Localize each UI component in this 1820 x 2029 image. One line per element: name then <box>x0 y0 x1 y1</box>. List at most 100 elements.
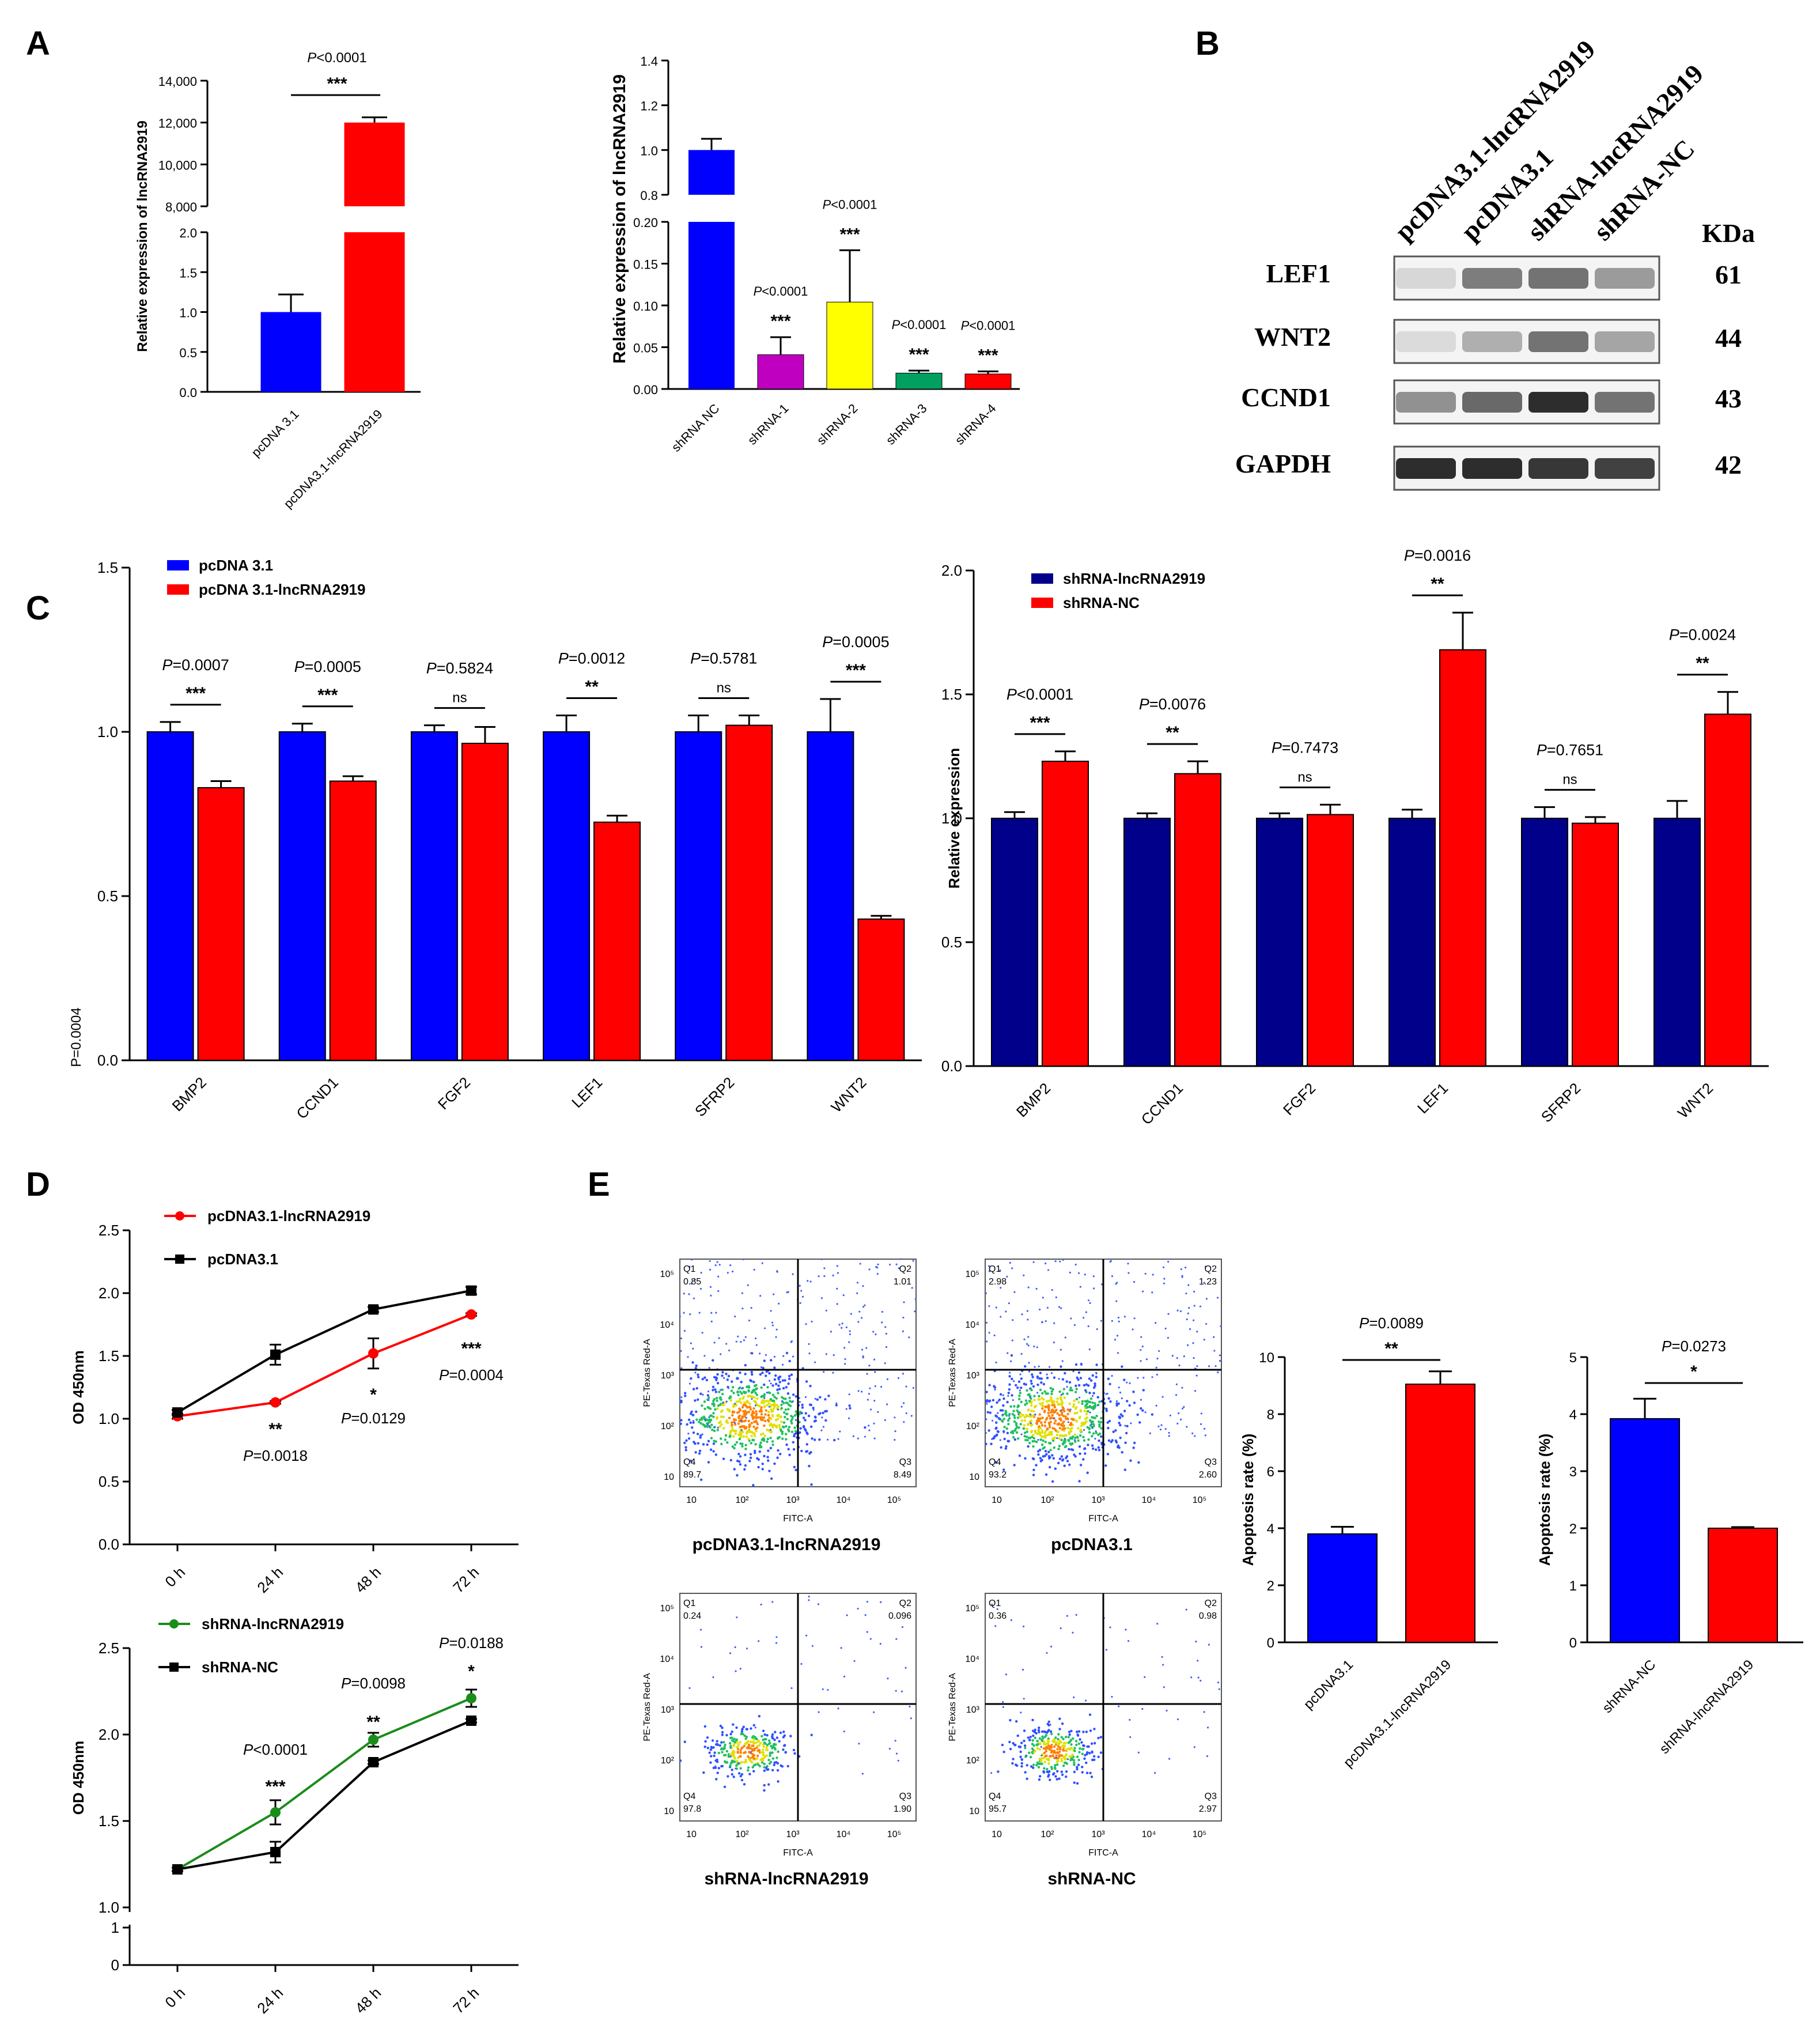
flow-event-dot <box>710 1320 713 1323</box>
flow-event-dot <box>1027 1286 1030 1289</box>
y-tick-label: 10⁴ <box>965 1320 979 1330</box>
flow-event-dot <box>873 1358 876 1361</box>
flow-event-dot <box>762 1366 765 1370</box>
y-tick-label: 10⁵ <box>966 1269 979 1279</box>
flow-event-dot <box>776 1769 780 1772</box>
flow-event-dot <box>710 1312 713 1314</box>
flow-event-dot <box>1137 1751 1140 1754</box>
y-tick-label: 10,000 <box>158 158 197 172</box>
flow-event-dot <box>1013 1380 1015 1382</box>
flow-event-dot <box>770 1744 773 1748</box>
flow-event-dot <box>773 1401 776 1404</box>
flow-event-dot <box>1055 1434 1059 1437</box>
x-tick-label: pcDNA 3.1 <box>248 407 301 460</box>
flow-event-dot <box>784 1397 787 1400</box>
flow-event-dot <box>733 1446 736 1450</box>
flow-event-dot <box>779 1416 782 1419</box>
flow-event-dot <box>1054 1736 1057 1739</box>
flow-event-dot <box>721 1374 724 1377</box>
flow-event-dot <box>763 1359 766 1362</box>
flow-event-dot <box>1188 1307 1190 1309</box>
flow-event-dot <box>1031 1729 1035 1732</box>
flow-event-dot <box>748 1319 751 1322</box>
data-point <box>466 1693 476 1703</box>
flow-event-dot <box>821 1416 823 1419</box>
flow-event-dot <box>1098 1420 1100 1423</box>
flow-event-dot <box>1079 1747 1081 1750</box>
blot-band <box>1396 392 1456 413</box>
flow-event-dot <box>1161 1656 1163 1658</box>
flow-event-dot <box>1051 1740 1054 1743</box>
x-tick-label: shRNA-lncRNA2919 <box>1656 1657 1757 1757</box>
flow-event-dot <box>1042 1398 1045 1401</box>
significance-stars: *** <box>1030 713 1050 732</box>
flow-event-dot <box>884 1362 886 1365</box>
flow-event-dot <box>1076 1733 1079 1736</box>
flow-event-dot <box>865 1347 868 1349</box>
x-tick-label: shRNA NC <box>669 401 722 455</box>
flow-event-dot <box>991 1419 994 1422</box>
flow-event-dot <box>1011 1430 1014 1433</box>
flow-event-dot <box>1012 1758 1015 1760</box>
flow-event-dot <box>1079 1464 1083 1467</box>
flow-event-dot <box>1024 1403 1027 1406</box>
flow-event-dot <box>1041 1416 1044 1419</box>
flow-event-dot <box>755 1344 758 1346</box>
flow-event-dot <box>715 1778 718 1781</box>
flow-event-dot <box>1073 1781 1076 1784</box>
flow-event-dot <box>1072 1435 1074 1438</box>
flow-event-dot <box>721 1371 724 1374</box>
flow-event-dot <box>736 1741 739 1744</box>
flow-event-dot <box>1034 1736 1037 1740</box>
flow-event-dot <box>749 1379 752 1382</box>
flow-event-dot <box>1092 1287 1095 1290</box>
flow-event-dot <box>1067 1741 1070 1744</box>
flow-event-dot <box>767 1414 770 1416</box>
flow-event-dot <box>1019 1423 1022 1426</box>
flow-event-dot <box>730 1389 733 1392</box>
flow-event-dot <box>711 1428 714 1431</box>
flow-event-dot <box>874 1385 876 1388</box>
x-tick-label: shRNA-4 <box>952 401 999 448</box>
flow-event-dot <box>1028 1388 1031 1390</box>
flow-event-dot <box>782 1421 786 1424</box>
flow-event-dot <box>867 1399 869 1401</box>
flow-event-dot <box>1073 1439 1076 1441</box>
flow-event-dot <box>914 1298 917 1301</box>
flow-event-dot <box>1045 1320 1047 1323</box>
p-value: P=0.0005 <box>822 633 889 651</box>
flow-event-dot <box>763 1424 766 1427</box>
flow-event-dot <box>712 1402 715 1405</box>
flow-event-dot <box>826 1438 829 1441</box>
flow-plot-title: pcDNA3.1 <box>1051 1535 1133 1554</box>
flow-event-dot <box>880 1386 883 1388</box>
flow-event-dot <box>999 1439 1001 1441</box>
flow-event-dot <box>1050 1749 1053 1752</box>
flow-event-dot <box>782 1748 785 1751</box>
flow-event-dot <box>1081 1752 1084 1755</box>
legend-swatch <box>167 584 189 595</box>
flow-event-dot <box>986 1399 989 1402</box>
flow-event-dot <box>1062 1737 1065 1741</box>
flow-event-dot <box>856 1292 858 1294</box>
y-axis-title: OD 450nm <box>70 1350 87 1425</box>
flow-event-dot <box>902 1316 905 1319</box>
flow-event-dot <box>794 1430 797 1433</box>
flow-event-dot <box>715 1377 718 1380</box>
flow-event-dot <box>713 1376 716 1379</box>
blot-band <box>1595 392 1655 413</box>
flow-event-dot <box>740 1773 744 1776</box>
flow-event-dot <box>1035 1763 1038 1767</box>
flow-event-dot <box>712 1442 716 1445</box>
flow-event-dot <box>710 1745 713 1749</box>
flow-event-dot <box>825 1353 827 1355</box>
flow-event-dot <box>1054 1260 1057 1263</box>
flow-event-dot <box>771 1384 774 1387</box>
flow-event-dot <box>736 1745 739 1749</box>
flow-event-dot <box>767 1429 770 1432</box>
flow-event-dot <box>692 1431 695 1434</box>
y-axis-title: Apoptosis rate (%) <box>1239 1434 1257 1566</box>
flow-event-dot <box>1098 1400 1101 1403</box>
flow-event-dot <box>793 1465 796 1468</box>
flow-event-dot <box>692 1388 695 1391</box>
